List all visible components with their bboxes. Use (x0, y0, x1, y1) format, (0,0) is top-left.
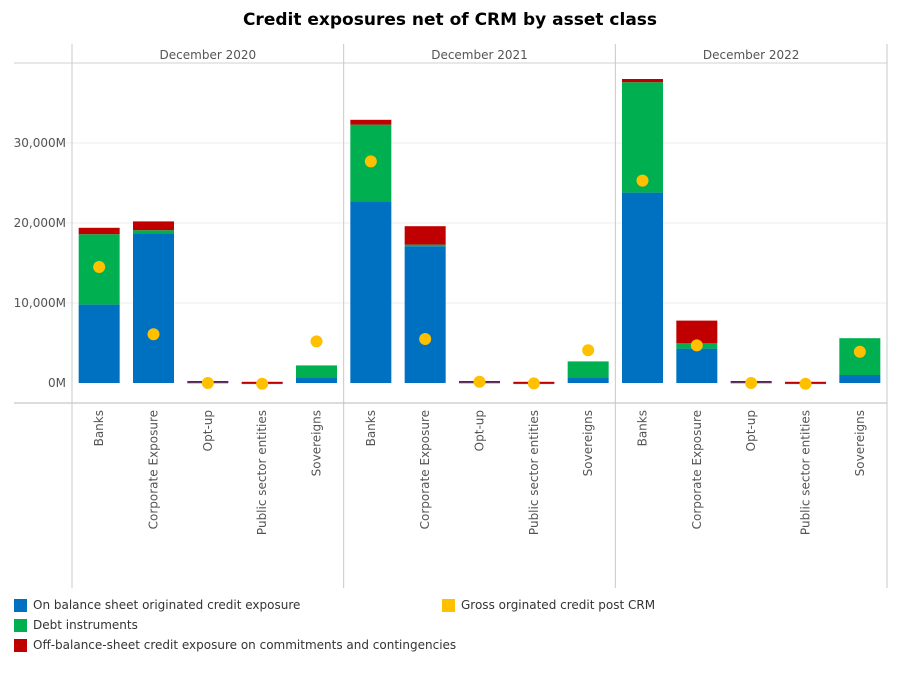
point-marker (799, 377, 812, 390)
x-tick-label: Opt-up (473, 410, 487, 451)
bar-segment (296, 377, 337, 383)
x-tick-label: Public sector entities (799, 410, 813, 535)
point-marker (527, 377, 540, 390)
point-marker (256, 377, 269, 390)
point-marker (93, 261, 106, 273)
bar-segment (296, 365, 337, 378)
panel-header: December 2021 (431, 48, 528, 62)
legend-item-off-balance: Off-balance-sheet credit exposure on com… (14, 638, 456, 652)
x-tick-label: Banks (92, 410, 106, 446)
legend-item-gross: Gross orginated credit post CRM (442, 598, 655, 612)
point-marker (690, 339, 703, 352)
chart: 0M 10,000M 20,000M 30,000M December 2020 Dece… (14, 44, 888, 588)
bar-segment (404, 226, 446, 245)
legend-label-debt: Debt instruments (33, 618, 138, 632)
bar-segment (78, 304, 120, 383)
x-tick-label: Opt-up (744, 410, 758, 451)
x-tick-label: Sovereigns (581, 410, 595, 476)
x-tick-label: Corporate Exposure (690, 410, 704, 529)
legend-item-on-balance: On balance sheet originated credit expos… (14, 598, 300, 612)
legend-swatch-red (14, 638, 27, 652)
bar-segment (622, 192, 663, 383)
point-marker (310, 335, 323, 348)
legend-item-debt: Debt instruments (14, 618, 138, 632)
point-marker (147, 328, 160, 341)
point-marker (853, 345, 866, 358)
x-tick-label: Public sector entities (255, 410, 269, 535)
bar-segment (133, 230, 174, 234)
bar-segment (78, 227, 120, 235)
legend-label-on-balance: On balance sheet originated credit expos… (33, 598, 301, 612)
bar-segment (676, 348, 718, 383)
point-marker (473, 375, 486, 388)
panel-header: December 2022 (703, 48, 800, 62)
y-tick-label: 30,000M (14, 136, 66, 150)
x-tick-label: Corporate Exposure (147, 410, 161, 529)
legend-swatch-blue (14, 598, 27, 612)
y-tick-label: 0M (48, 376, 66, 390)
legend-label-off-balance: Off-balance-sheet credit exposure on com… (33, 638, 457, 652)
bar-segment (839, 375, 881, 383)
x-tick-label: Banks (364, 410, 378, 446)
x-tick-label: Opt-up (201, 410, 215, 451)
point-marker (364, 155, 377, 168)
point-marker (201, 377, 214, 389)
x-tick-label: Banks (636, 410, 650, 446)
legend-label-gross: Gross orginated credit post CRM (461, 598, 656, 612)
legend-swatch-yellow (442, 598, 455, 612)
x-tick-label: Corporate Exposure (418, 410, 432, 529)
legend-swatch-green (14, 618, 27, 632)
y-tick-label: 20,000M (14, 216, 66, 230)
bar-segment (133, 233, 174, 383)
bar-segment (404, 246, 446, 383)
bar-segment (567, 377, 609, 383)
bar-segment (133, 221, 174, 231)
panel-header: December 2020 (160, 48, 257, 62)
point-marker (582, 344, 595, 357)
bar-segment (350, 119, 392, 125)
y-tick-label: 10,000M (14, 296, 66, 310)
x-tick-label: Public sector entities (527, 410, 541, 535)
bar-segment (676, 320, 718, 343)
x-tick-label: Sovereigns (853, 410, 867, 476)
bar-segment (622, 79, 663, 83)
point-marker (745, 377, 758, 389)
bar-segment (350, 201, 392, 383)
x-tick-label: Sovereigns (310, 410, 324, 476)
bar-segment (404, 244, 446, 247)
point-marker (636, 174, 649, 187)
bar-segment (622, 82, 663, 193)
chart-title: Credit exposures net of CRM by asset cla… (242, 10, 658, 30)
bar-segment (567, 361, 609, 378)
point-marker (419, 333, 432, 345)
